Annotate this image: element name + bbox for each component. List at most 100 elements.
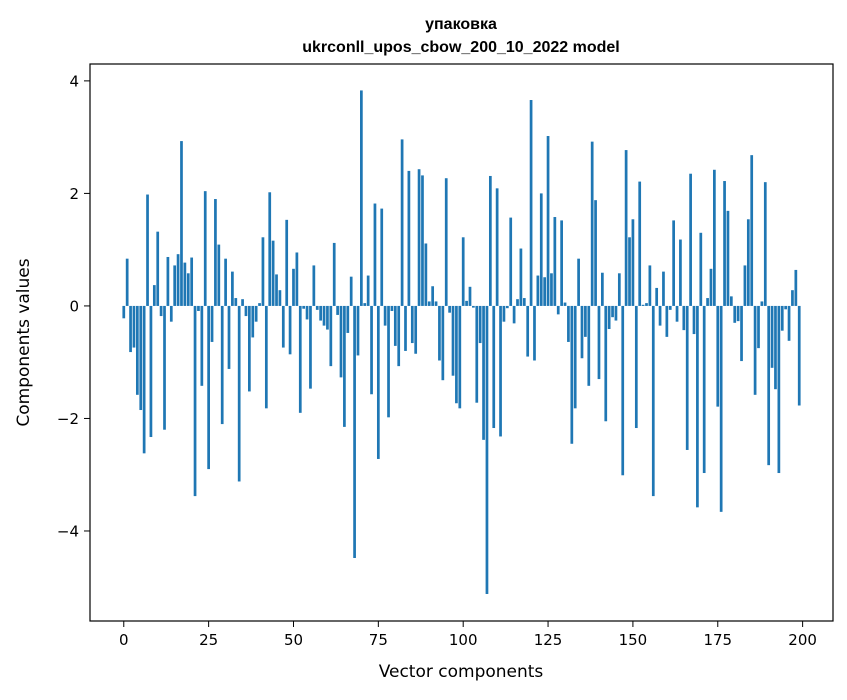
bar-90 [427, 301, 431, 306]
bar-63 [336, 305, 339, 315]
bar-85 [410, 305, 414, 344]
bar-196 [787, 305, 791, 341]
bar-130 [563, 302, 567, 306]
bar-133 [573, 305, 577, 409]
bar-33 [234, 298, 238, 306]
bar-13 [166, 256, 170, 306]
bar-67 [349, 276, 353, 306]
bar-52 [298, 305, 302, 413]
bar-82 [400, 139, 404, 306]
bar-58 [319, 305, 322, 321]
bar-101 [465, 300, 468, 306]
bar-11 [159, 305, 163, 317]
bar-159 [662, 271, 665, 306]
bar-108 [488, 175, 492, 306]
bar-22 [197, 305, 200, 311]
bar-198 [794, 269, 798, 306]
bar-41 [261, 237, 265, 306]
bar-9 [152, 285, 156, 306]
bar-44 [271, 240, 275, 306]
bar-171 [702, 305, 706, 474]
bar-161 [668, 305, 672, 310]
bar-81 [397, 305, 401, 367]
bar-188 [760, 301, 764, 306]
bar-168 [692, 305, 696, 335]
bar-61 [329, 305, 333, 367]
bar-181 [736, 305, 740, 322]
bar-80 [393, 305, 397, 346]
bar-72 [366, 275, 370, 306]
bar-23 [200, 305, 204, 386]
bar-94 [441, 305, 445, 381]
bar-137 [587, 305, 591, 386]
bar-199 [797, 305, 801, 406]
bar-163 [675, 305, 679, 322]
bar-38 [251, 305, 255, 338]
bar-42 [264, 305, 268, 409]
bar-182 [740, 305, 743, 362]
plot-frame [89, 63, 834, 622]
bar-141 [601, 272, 604, 306]
bar-87 [417, 169, 421, 306]
bar-64 [339, 305, 343, 378]
bar-36 [244, 305, 248, 317]
bar-152 [638, 181, 642, 306]
bar-179 [729, 296, 733, 306]
bar-185 [750, 155, 754, 306]
bar-146 [617, 273, 621, 306]
bar-91 [431, 286, 435, 306]
bar-39 [254, 305, 258, 322]
bar-59 [322, 305, 326, 326]
bar-117 [519, 248, 523, 306]
bar-123 [539, 193, 543, 306]
bar-43 [268, 192, 272, 306]
bar-12 [163, 305, 166, 430]
x-tick-label-8: 200 [788, 631, 817, 649]
bar-118 [522, 298, 526, 306]
bar-145 [614, 305, 618, 321]
bar-98 [455, 305, 458, 404]
bar-169 [696, 305, 699, 508]
bar-88 [421, 175, 424, 306]
bar-48 [285, 219, 289, 306]
y-tick-label-4: 4 [69, 72, 79, 90]
bar-143 [607, 305, 611, 329]
bar-100 [461, 237, 465, 306]
bar-77 [383, 305, 387, 326]
bar-197 [791, 290, 794, 306]
bar-187 [757, 305, 760, 349]
bar-160 [665, 305, 669, 337]
bar-180 [733, 305, 737, 323]
bar-62 [332, 242, 336, 306]
x-tick-label-2: 50 [284, 631, 303, 649]
bar-29 [220, 305, 224, 425]
bar-6 [142, 305, 146, 454]
bar-114 [509, 217, 513, 306]
bar-37 [248, 305, 251, 392]
bar-32 [231, 271, 234, 306]
bar-16 [176, 254, 180, 306]
bar-189 [763, 182, 767, 306]
bar-78 [387, 305, 390, 418]
bar-111 [499, 305, 502, 437]
bar-131 [567, 305, 570, 342]
bar-190 [767, 305, 771, 466]
bar-121 [533, 305, 536, 361]
bar-40 [258, 303, 261, 306]
bar-2 [129, 305, 132, 353]
bar-192 [774, 305, 777, 390]
bar-151 [634, 305, 638, 429]
chart-subtitle: ukrconll_upos_cbow_200_10_2022 model [302, 39, 619, 56]
axis-ticks: 0 25 50 75 100 125 150 175 200 −4 −2 0 2 4 [57, 72, 817, 649]
bar-99 [458, 305, 462, 409]
bar-68 [353, 305, 356, 558]
bar-136 [584, 305, 587, 337]
bar-34 [237, 305, 241, 482]
bar-191 [770, 305, 774, 368]
bar-153 [641, 304, 645, 306]
bar-119 [526, 305, 530, 357]
bar-45 [275, 274, 278, 306]
bar-166 [685, 305, 689, 450]
bar-76 [380, 208, 384, 306]
bar-142 [604, 305, 608, 422]
